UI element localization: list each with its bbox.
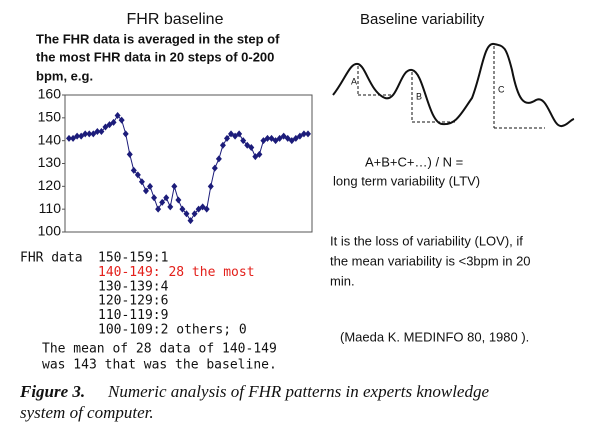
marker [138,178,145,186]
marker [66,134,72,142]
line [69,114,308,222]
marker [179,205,186,213]
marker [272,137,279,145]
diagram-label: A [351,76,357,86]
lov-text: min. [330,273,355,288]
y-tick-label: 130 [38,154,62,170]
marker [292,134,299,142]
marker [264,134,271,142]
marker [207,182,214,190]
y-tick-label: 120 [38,177,62,193]
marker [155,205,162,213]
y-tick-label: 140 [38,131,62,147]
marker [94,128,101,136]
y-tick-label: 110 [39,200,62,216]
marker [223,134,230,142]
panel-title: Baseline variability [360,11,485,28]
marker [70,134,77,142]
lov-text: It is the loss of variability (LOV), if [330,233,523,248]
marker [252,153,259,161]
fhr-row: 120-129:6 [98,294,168,309]
wave [332,43,575,127]
y-tick-label: 160 [38,86,62,102]
marker [142,187,149,195]
fhr-label: FHR data [20,251,83,266]
fhr-row: 130-139:4 [98,279,169,294]
fhr-row: 140-149: 28 the most [98,265,255,280]
marker [219,141,226,149]
marker [126,150,133,158]
marker [147,182,154,190]
formula: A+B+C+…) / N = [365,154,463,169]
marker [248,144,255,152]
marker [191,210,198,218]
formula-result: long term variability (LTV) [333,173,480,188]
marker [106,121,113,129]
caption-text: Numeric analysis of FHR patterns in expe… [107,382,489,401]
marker [90,130,97,138]
marker [305,130,311,138]
variability-diagram [332,43,575,129]
marker [82,130,89,138]
marker [86,130,93,138]
y-tick-label: 150 [38,109,62,125]
marker [211,164,218,172]
marker [195,205,202,213]
description: the most FHR data in 20 steps of 0-200 [36,49,274,64]
marker [300,130,307,138]
marker [236,130,243,138]
marker [276,134,283,142]
description: bpm, e.g. [36,68,93,83]
marker [187,217,194,225]
marker [130,166,137,174]
diagram-label: B [416,91,422,101]
marker [118,116,125,124]
marker [268,134,275,142]
marker [171,182,178,190]
marker [102,123,109,131]
marker [288,137,295,145]
reference: (Maeda K. MEDINFO 80, 1980 ). [340,329,529,344]
marker [228,130,235,138]
fhr-row: 110-119:9 [98,308,168,323]
marker [183,210,190,218]
marker [244,141,251,149]
marker [151,194,158,202]
conclusion: was 143 that was the baseline. [42,358,277,373]
marker [114,112,121,120]
marker [110,118,117,126]
marker [122,130,129,138]
marker [167,203,174,211]
chart-title: FHR baseline [127,11,224,28]
fhr-row: 150-159:1 [98,251,168,266]
marker [240,137,247,145]
marker [74,132,81,140]
conclusion: The mean of 28 data of 140-149 [42,342,277,357]
diagram-label: C [498,84,505,94]
fhr-row: 100-109:2 others; 0 [98,323,247,338]
marker [78,132,85,140]
marker [256,150,263,158]
lov-text: the mean variability is <3bpm in 20 [330,253,531,268]
description: The FHR data is averaged in the step of [36,31,280,46]
marker [175,196,182,204]
caption-text: system of computer. [20,403,154,422]
marker [260,137,267,145]
marker [134,171,141,179]
marker [199,203,206,211]
marker [232,132,239,140]
y-tick-label: 100 [38,223,62,239]
marker [296,132,303,140]
caption-label: Figure 3. [19,382,85,401]
marker [215,155,222,163]
marker [159,198,166,206]
marker [280,132,287,140]
marker [98,128,105,136]
marker [203,205,210,213]
plot-frame [64,94,313,233]
marker [163,194,170,202]
marker [284,134,291,142]
